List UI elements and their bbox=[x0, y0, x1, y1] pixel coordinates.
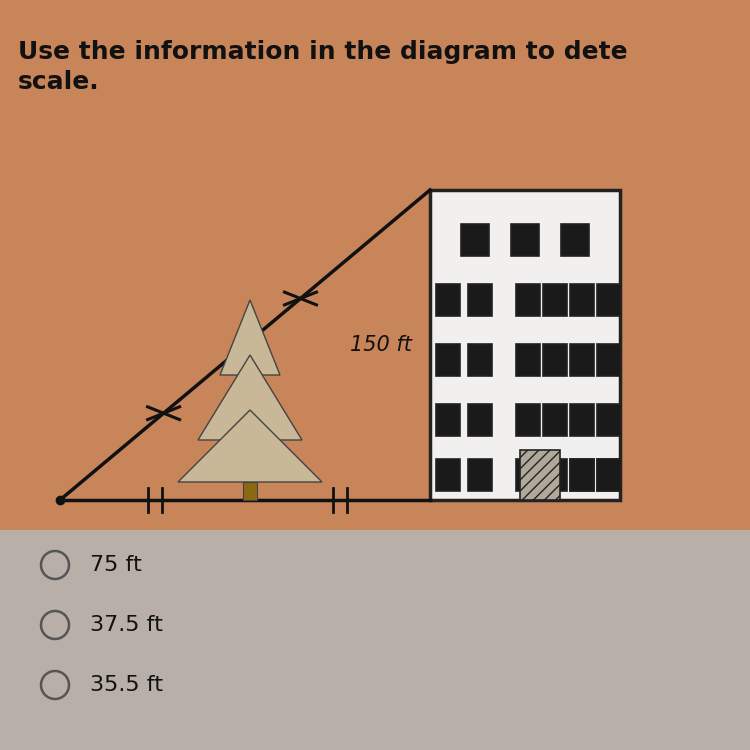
Bar bbox=[436, 344, 460, 376]
Text: scale.: scale. bbox=[18, 70, 100, 94]
Polygon shape bbox=[198, 355, 302, 440]
Bar bbox=[468, 459, 492, 491]
Bar bbox=[570, 459, 594, 491]
Bar bbox=[468, 404, 492, 436]
Bar bbox=[243, 482, 257, 500]
Bar bbox=[0, 0, 750, 530]
Bar bbox=[436, 284, 460, 316]
Bar bbox=[561, 224, 589, 256]
Bar bbox=[520, 450, 560, 500]
Bar bbox=[516, 344, 540, 376]
Bar bbox=[543, 459, 567, 491]
Text: 75 ft: 75 ft bbox=[90, 555, 142, 575]
Bar bbox=[0, 530, 750, 750]
Bar bbox=[511, 224, 539, 256]
Bar bbox=[597, 459, 621, 491]
Bar bbox=[543, 404, 567, 436]
Bar bbox=[516, 404, 540, 436]
Bar bbox=[430, 190, 620, 500]
Polygon shape bbox=[178, 410, 322, 482]
Text: 37.5 ft: 37.5 ft bbox=[90, 615, 163, 635]
Bar bbox=[570, 344, 594, 376]
Bar bbox=[570, 284, 594, 316]
Bar bbox=[436, 459, 460, 491]
Bar bbox=[436, 404, 460, 436]
Bar bbox=[461, 224, 489, 256]
Bar bbox=[516, 459, 540, 491]
Bar bbox=[570, 459, 594, 491]
Text: 150 ft: 150 ft bbox=[350, 335, 412, 355]
Text: Use the information in the diagram to dete: Use the information in the diagram to de… bbox=[18, 40, 628, 64]
Text: 35.5 ft: 35.5 ft bbox=[90, 675, 163, 695]
Bar bbox=[570, 404, 594, 436]
Polygon shape bbox=[220, 300, 280, 375]
Bar bbox=[597, 459, 621, 491]
Bar bbox=[597, 344, 621, 376]
Bar bbox=[597, 404, 621, 436]
Bar bbox=[468, 344, 492, 376]
Bar bbox=[516, 284, 540, 316]
Bar bbox=[543, 284, 567, 316]
Bar bbox=[543, 344, 567, 376]
Bar bbox=[468, 284, 492, 316]
Bar bbox=[597, 284, 621, 316]
